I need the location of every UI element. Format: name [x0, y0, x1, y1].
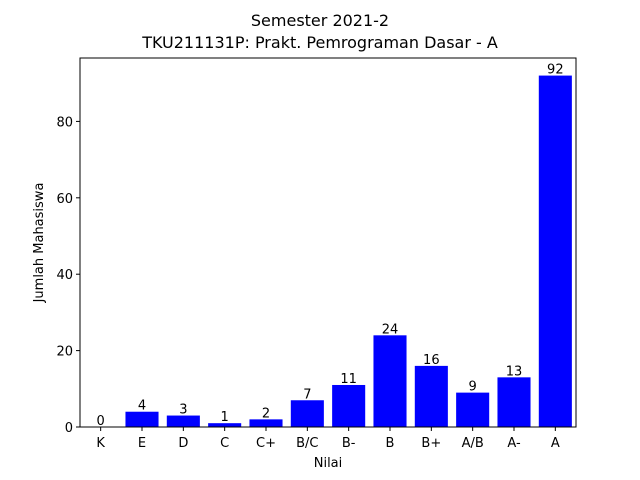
x-axis-ticks: K E D C C+ B/C B- B B+ A/B A- A	[96, 427, 560, 451]
bars-group	[125, 75, 572, 428]
bar-value-label: 13	[506, 364, 523, 379]
bar-3	[166, 415, 200, 427]
x-tick-label: D	[178, 436, 188, 451]
bar-value-label: 11	[340, 372, 357, 387]
x-tick-label: B-	[342, 436, 356, 451]
x-tick-label: C	[220, 436, 229, 451]
y-axis-label: Jumlah Mahasiswa	[32, 183, 47, 304]
bar-10	[456, 392, 490, 427]
bar-8	[373, 335, 407, 427]
x-tick-label: A	[551, 436, 560, 451]
y-axis-ticks: 0 20 40 60 80	[56, 115, 80, 436]
bar-value-label: 1	[221, 410, 229, 425]
x-tick-label: B	[386, 436, 395, 451]
x-axis-label: Nilai	[314, 456, 343, 471]
x-tick-label: B/C	[296, 436, 318, 451]
y-tick-label: 80	[56, 115, 73, 130]
x-tick-label: A/B	[462, 436, 484, 451]
y-tick-label: 60	[56, 192, 73, 207]
plot-frame	[79, 57, 577, 428]
bar-value-label: 7	[303, 387, 311, 402]
y-tick-label: 20	[56, 345, 73, 360]
x-tick-label: E	[138, 436, 146, 451]
chart-subtitle: TKU211131P: Prakt. Pemrograman Dasar - A	[142, 33, 498, 52]
y-tick-label: 0	[65, 421, 73, 436]
bar-value-label: 92	[547, 63, 564, 78]
bar-value-label: 16	[423, 353, 440, 368]
data-labels-group: 0 4 3 1 2 7 11 24 16 9 13 92	[97, 63, 564, 429]
bar-2	[125, 411, 159, 427]
chart-title: Semester 2021-2	[250, 11, 390, 30]
x-tick-label: A-	[507, 436, 521, 451]
bar-6	[290, 400, 324, 427]
bar-9	[414, 365, 448, 427]
bar-12	[538, 75, 572, 428]
bar-4	[208, 423, 242, 427]
bar-value-label: 0	[97, 414, 105, 429]
bar-value-label: 4	[138, 399, 146, 414]
x-tick-label: B+	[421, 436, 441, 451]
bar-value-label: 3	[179, 403, 187, 418]
bar-value-label: 2	[262, 406, 270, 421]
bar-value-label: 9	[469, 380, 477, 395]
y-tick-label: 40	[56, 268, 73, 283]
bar-5	[249, 419, 283, 427]
bar-value-label: 24	[382, 322, 399, 337]
x-tick-label: K	[96, 436, 105, 451]
x-tick-label: C+	[256, 436, 276, 451]
bar-11	[497, 377, 531, 427]
bar-7	[332, 384, 366, 427]
